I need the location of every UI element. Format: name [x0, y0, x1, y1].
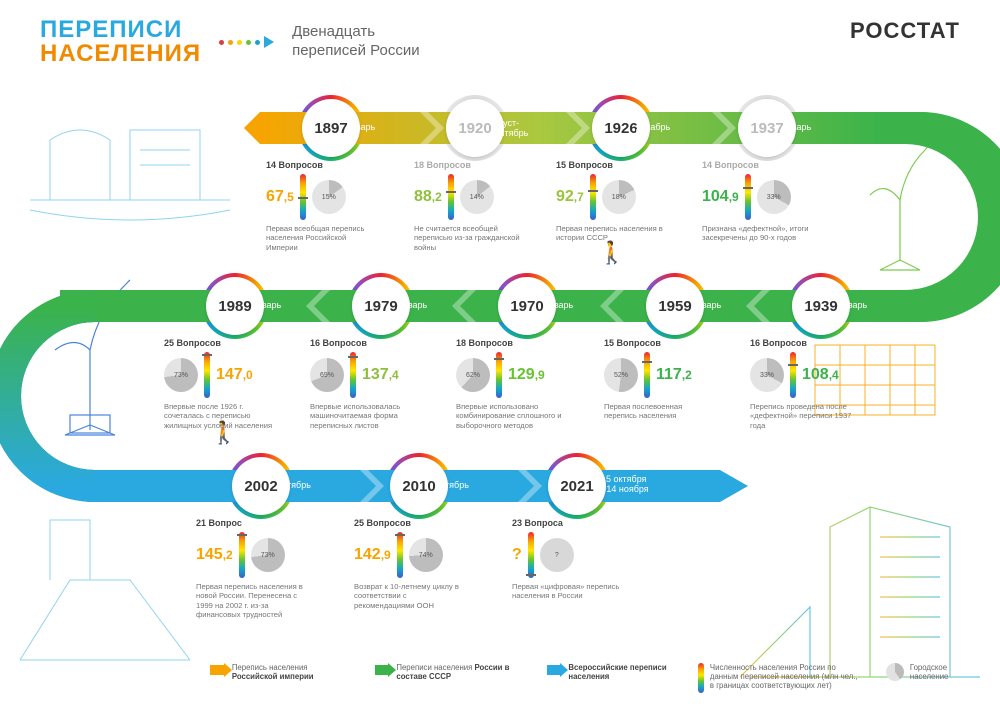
questions-count: 25 Вопросов: [164, 338, 294, 348]
questions-count: 21 Вопрос: [196, 518, 326, 528]
population-value: 147,0: [216, 366, 253, 384]
legend-bar-icon: [698, 663, 704, 693]
census-description: Первая перепись населения в новой России…: [196, 582, 306, 620]
census-entry-1989: 25 Вопросов 73% 147,0 Впервые после 1926 …: [164, 338, 294, 430]
census-description: Не считается всеобщей переписью из-за гр…: [414, 224, 524, 252]
census-description: Первая послевоенная перепись населения: [604, 402, 714, 421]
population-value: 117,2: [656, 366, 692, 384]
questions-count: 14 Вопросов: [266, 160, 396, 170]
month-label: январь: [838, 300, 867, 310]
population-bar-icon: [644, 352, 650, 398]
urban-pie-icon: 74%: [409, 538, 443, 572]
census-description: Впервые использовалась машиночитаемая фо…: [310, 402, 420, 430]
census-entry-1926: 15 Вопросов 92,7 18% Первая перепись насе…: [556, 160, 686, 243]
census-entry-2010: 25 Вопросов 142,9 74% Возврат к 10-летнем…: [354, 518, 484, 610]
questions-count: 16 Вопросов: [310, 338, 440, 348]
questions-count: 14 Вопросов: [702, 160, 832, 170]
population-value: ?: [512, 546, 522, 564]
urban-pie-icon: 33%: [750, 358, 784, 392]
urban-pie-icon: 73%: [251, 538, 285, 572]
month-label: октябрь: [278, 480, 311, 490]
month-label: январь: [252, 300, 281, 310]
legend-item: Перепись населения Российской империи: [210, 663, 347, 681]
month-label: январь: [346, 122, 375, 132]
census-description: Перепись проведена после «дефектной» пер…: [750, 402, 860, 430]
population-bar-icon: [397, 532, 403, 578]
questions-count: 23 Вопроса: [512, 518, 642, 528]
legend-arrow-icon: [547, 665, 563, 675]
population-value: 104,9: [702, 188, 739, 206]
month-label: январь: [398, 300, 427, 310]
population-value: 67,5: [266, 188, 294, 206]
urban-pie-icon: 73%: [164, 358, 198, 392]
legend-arrow-icon: [210, 665, 226, 675]
legend-arrow-icon: [375, 665, 391, 675]
urban-pie-icon: ?: [540, 538, 574, 572]
population-bar-icon: [745, 174, 751, 220]
population-value: 108,4: [802, 366, 839, 384]
census-entry-1937: 14 Вопросов 104,9 33% Признана «дефектной…: [702, 160, 832, 243]
population-value: 137,4: [362, 366, 399, 384]
census-entry-1979: 16 Вопросов 69% 137,4 Впервые использовал…: [310, 338, 440, 430]
questions-count: 18 Вопросов: [456, 338, 586, 348]
legend-item: Переписи населения России в составе СССР: [375, 663, 519, 681]
census-description: Возврат к 10-летнему циклу в соответстви…: [354, 582, 464, 610]
census-description: Признана «дефектной», итоги засекречены …: [702, 224, 812, 243]
month-label: октябрь: [436, 480, 469, 490]
urban-pie-icon: 15%: [312, 180, 346, 214]
census-entry-1959: 15 Вопросов 52% 117,2 Первая послевоенная…: [604, 338, 734, 421]
legend-item: Численность населения России по данным п…: [698, 663, 858, 693]
census-entry-1897: 14 Вопросов 67,5 15% Первая всеобщая пере…: [266, 160, 396, 252]
month-label: декабрь: [636, 122, 670, 132]
census-entry-1970: 18 Вопросов 62% 129,9 Впервые использован…: [456, 338, 586, 430]
questions-count: 15 Вопросов: [604, 338, 734, 348]
month-label: январь: [544, 300, 573, 310]
population-value: 142,9: [354, 546, 391, 564]
population-bar-icon: [790, 352, 796, 398]
population-bar-icon: [204, 352, 210, 398]
population-bar-icon: [496, 352, 502, 398]
urban-pie-icon: 33%: [757, 180, 791, 214]
population-value: 145,2: [196, 546, 233, 564]
legend: Перепись населения Российской империи Пер…: [210, 663, 960, 693]
population-value: 92,7: [556, 188, 584, 206]
month-label: январь: [692, 300, 721, 310]
population-value: 129,9: [508, 366, 545, 384]
census-description: Первая всеобщая перепись населения Росси…: [266, 224, 376, 252]
population-bar-icon: [300, 174, 306, 220]
month-label: январь: [782, 122, 811, 132]
urban-pie-icon: 62%: [456, 358, 490, 392]
legend-item: Всероссийские переписи населения: [547, 663, 670, 681]
legend-item: Городское население: [886, 663, 960, 681]
population-bar-icon: [239, 532, 245, 578]
questions-count: 25 Вопросов: [354, 518, 484, 528]
questions-count: 15 Вопросов: [556, 160, 686, 170]
census-entry-1939: 16 Вопросов 33% 108,4 Перепись проведена …: [750, 338, 880, 430]
census-entry-2021: 23 Вопроса ?? Первая «цифровая» перепись…: [512, 518, 642, 601]
population-bar-icon: [590, 174, 596, 220]
month-label: с 15 октября по 14 ноября: [594, 474, 649, 494]
census-description: Первая «цифровая» перепись населения в Р…: [512, 582, 622, 601]
legend-pie-icon: [886, 663, 904, 681]
population-bar-icon: [448, 174, 454, 220]
urban-pie-icon: 18%: [602, 180, 636, 214]
census-description: Впервые после 1926 г. сочеталась с переп…: [164, 402, 274, 430]
census-description: Впервые использовано комбинирование спло…: [456, 402, 566, 430]
census-description: Первая перепись населения в истории СССР: [556, 224, 666, 243]
month-label: август- сентябрь: [490, 118, 528, 138]
population-value: 88,2: [414, 188, 442, 206]
census-entry-1920: 18 Вопросов 88,2 14% Не считается всеобще…: [414, 160, 544, 252]
questions-count: 18 Вопросов: [414, 160, 544, 170]
population-bar-icon: [350, 352, 356, 398]
census-entry-2002: 21 Вопрос 145,2 73% Первая перепись насел…: [196, 518, 326, 620]
questions-count: 16 Вопросов: [750, 338, 880, 348]
urban-pie-icon: 52%: [604, 358, 638, 392]
urban-pie-icon: 14%: [460, 180, 494, 214]
urban-pie-icon: 69%: [310, 358, 344, 392]
population-bar-icon: [528, 532, 534, 578]
